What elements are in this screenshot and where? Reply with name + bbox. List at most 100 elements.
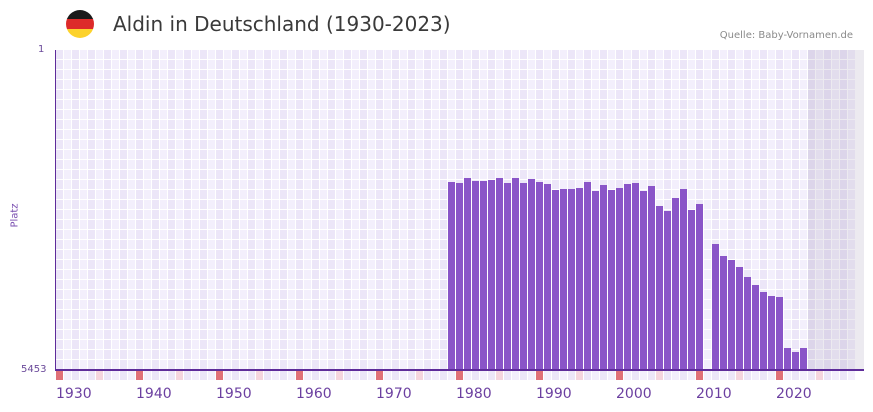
bar-1995[interactable]: [576, 187, 583, 370]
bar-2023[interactable]: [800, 347, 807, 370]
bar-2010[interactable]: [696, 204, 703, 370]
bar-1991[interactable]: [544, 183, 551, 370]
source-link[interactable]: Quelle: Baby-Vornamen.de: [719, 30, 853, 41]
bar-1998[interactable]: [600, 184, 607, 370]
y-axis-label: Platz: [9, 203, 21, 228]
bar-2015[interactable]: [736, 266, 743, 370]
bar-2002[interactable]: [632, 183, 639, 370]
bar-2021[interactable]: [784, 347, 791, 370]
grid-column: [120, 50, 127, 370]
grid-column: [224, 50, 231, 370]
grid-column: [440, 50, 447, 370]
x-marker: [408, 371, 415, 380]
bar-1987[interactable]: [512, 178, 519, 370]
x-marker: [616, 371, 623, 380]
x-marker: [728, 371, 735, 380]
bar-2009[interactable]: [688, 210, 695, 370]
x-marker: [776, 371, 783, 380]
x-marker: [496, 371, 503, 380]
bar-1982[interactable]: [472, 181, 479, 370]
bar-2017[interactable]: [752, 285, 759, 370]
bar-2019[interactable]: [768, 295, 775, 370]
x-marker: [576, 371, 583, 380]
bar-1997[interactable]: [592, 190, 599, 370]
bar-1999[interactable]: [608, 189, 615, 370]
grid-column: [384, 50, 391, 370]
x-marker: [680, 371, 687, 380]
bar-2016[interactable]: [744, 276, 751, 370]
grid-column: [304, 50, 311, 370]
bar-1989[interactable]: [528, 179, 535, 370]
bar-1983[interactable]: [480, 181, 487, 370]
grid-column: [336, 50, 343, 370]
x-marker: [392, 371, 399, 380]
bar-2014[interactable]: [728, 260, 735, 370]
grid-column: [296, 50, 303, 370]
bar-2004[interactable]: [648, 185, 655, 370]
bar-1988[interactable]: [520, 183, 527, 370]
bar-2001[interactable]: [624, 183, 631, 370]
grid-column: [240, 50, 247, 370]
x-marker: [288, 371, 295, 380]
bar-1986[interactable]: [504, 183, 511, 370]
x-marker: [176, 371, 183, 380]
bar-2006[interactable]: [664, 210, 671, 370]
bar-2012[interactable]: [712, 243, 719, 370]
grid-column: [80, 50, 87, 370]
x-marker: [168, 371, 175, 380]
x-marker: [632, 371, 639, 380]
bar-2018[interactable]: [760, 291, 767, 370]
x-marker: [520, 371, 527, 380]
bar-1984[interactable]: [488, 180, 495, 370]
x-marker: [424, 371, 431, 380]
x-marker: [464, 371, 471, 380]
x-marker: [704, 371, 711, 380]
bar-1990[interactable]: [536, 182, 543, 370]
x-marker: [144, 371, 151, 380]
x-marker: [96, 371, 103, 380]
x-marker: [352, 371, 359, 380]
bar-1979[interactable]: [448, 182, 455, 370]
x-marker: [528, 371, 535, 380]
grid-column: [288, 50, 295, 370]
bar-1993[interactable]: [560, 188, 567, 370]
bar-2003[interactable]: [640, 190, 647, 370]
x-marker: [752, 371, 759, 380]
bar-2007[interactable]: [672, 197, 679, 370]
grid-column: [808, 50, 815, 370]
x-marker: [224, 371, 231, 380]
bar-2013[interactable]: [720, 256, 727, 370]
x-marker: [624, 371, 631, 380]
x-marker: [584, 371, 591, 380]
bar-2000[interactable]: [616, 187, 623, 370]
x-marker: [264, 371, 271, 380]
bar-1985[interactable]: [496, 178, 503, 370]
grid-column: [424, 50, 431, 370]
y-axis: [55, 50, 56, 371]
bar-2022[interactable]: [792, 351, 799, 370]
bar-1992[interactable]: [552, 189, 559, 370]
chart-title: Aldin in Deutschland (1930-2023): [113, 12, 451, 36]
bar-1981[interactable]: [464, 178, 471, 370]
x-marker: [400, 371, 407, 380]
bar-2020[interactable]: [776, 296, 783, 370]
grid-column: [320, 50, 327, 370]
grid-column: [432, 50, 439, 370]
bar-2005[interactable]: [656, 206, 663, 370]
x-tick: 1960: [296, 386, 332, 402]
bar-1996[interactable]: [584, 182, 591, 370]
plot-area: [56, 50, 864, 370]
x-marker: [544, 371, 551, 380]
grid-column: [248, 50, 255, 370]
bar-2008[interactable]: [680, 188, 687, 370]
future-shade: [808, 50, 864, 370]
bar-1994[interactable]: [568, 188, 575, 370]
x-marker: [760, 371, 767, 380]
grid-column: [376, 50, 383, 370]
x-marker: [160, 371, 167, 380]
x-marker: [824, 371, 831, 380]
x-marker: [448, 371, 455, 380]
bar-1980[interactable]: [456, 183, 463, 370]
grid-column: [176, 50, 183, 370]
